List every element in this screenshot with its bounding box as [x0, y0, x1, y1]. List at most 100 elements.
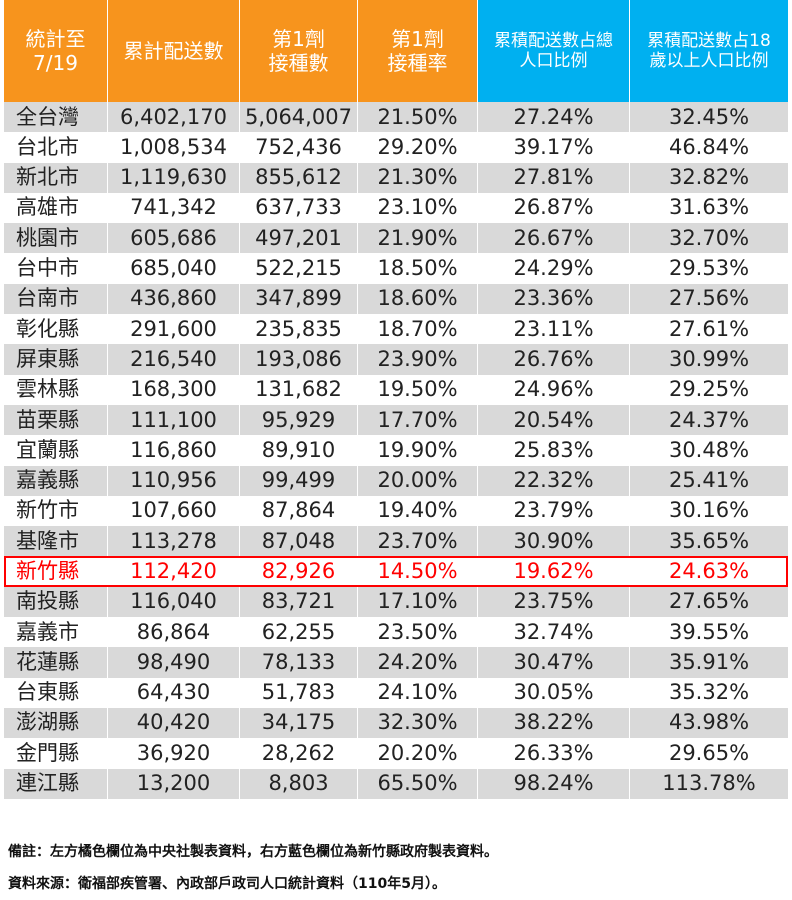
table-cell: 28,262	[240, 738, 358, 769]
table-cell: 桃園市	[4, 223, 108, 254]
table-cell: 23.36%	[478, 283, 630, 315]
table-cell: 14.50%	[358, 556, 478, 587]
table-cell: 26.33%	[478, 738, 630, 769]
table-cell: 全台灣	[4, 102, 108, 133]
table-cell: 30.47%	[478, 647, 630, 678]
table-row: 基隆市 113,278 87,048 23.70% 30.90% 35.65%	[4, 526, 788, 557]
note: 資料來源：衛福部疾管署、內政部戶政司人口統計資料（110年5月）。	[8, 876, 446, 892]
header-cell: 累積配送數占18 歲以上人口比例	[630, 0, 788, 102]
table-cell: 65.50%	[358, 768, 478, 799]
table-cell: 24.20%	[358, 647, 478, 678]
table-cell: 113.78%	[662, 771, 756, 796]
table-cell: 27.81%	[478, 162, 630, 193]
table-cell: 39.17%	[478, 132, 630, 163]
header-cell: 第1劑 接種數	[240, 0, 358, 102]
table-cell: 34,175	[240, 707, 358, 739]
table-cell: 20.00%	[358, 465, 478, 496]
table-cell: 23.50%	[358, 617, 478, 648]
table-cell: 5,064,007	[240, 102, 358, 133]
header-cell: 第1劑 接種率	[358, 0, 478, 102]
table-cell: 26.67%	[478, 223, 630, 254]
table-cell: 112,420	[108, 556, 240, 587]
table-cell: 1,008,534	[108, 132, 240, 163]
table-cell: 29.20%	[358, 132, 478, 163]
table-row: 嘉義縣 110,956 99,499 20.00% 22.32% 25.41%	[4, 465, 788, 496]
table-cell: 金門縣	[4, 738, 108, 769]
table-cell: 26.76%	[478, 344, 630, 375]
table-row: 台南市 436,860 347,899 18.60% 23.36% 27.56%	[4, 283, 788, 315]
table-cell: 24.37%	[668, 407, 750, 432]
table-cell: 30.90%	[478, 526, 630, 557]
table-cell: 116,040	[108, 586, 240, 618]
table-cell: 131,682	[240, 374, 358, 405]
table-cell: 216,540	[108, 344, 240, 375]
table-cell: 17.10%	[358, 586, 478, 618]
table-cell: 111,100	[108, 404, 240, 436]
table-cell: 24.10%	[358, 677, 478, 708]
table-cell: 32.74%	[478, 617, 630, 648]
table: 統計至 7/19 累計配送數 第1劑 接種數 第1劑 接種率 累積配送數占總 人口比例累…	[4, 0, 788, 799]
table-cell: 32.82%	[668, 165, 750, 190]
table-cell: 64,430	[108, 677, 240, 708]
table-cell: 18.70%	[358, 314, 478, 345]
note: 備註：左方橘色欄位為中央社製表資料，右方藍色欄位為新竹縣政府製表資料。	[8, 844, 498, 860]
table-row: 苗栗縣 111,100 95,929 17.70% 20.54% 24.37%	[4, 404, 788, 436]
table-row: 台東縣 64,430 51,783 24.10% 30.05% 35.32%	[4, 677, 788, 708]
table-cell: 花蓮縣	[4, 647, 108, 678]
table-row: 屏東縣 216,540 193,086 23.90% 26.76% 30.99%	[4, 344, 788, 375]
table-cell: 62,255	[240, 617, 358, 648]
table-cell: 22.32%	[478, 465, 630, 496]
table-cell: 24.96%	[478, 374, 630, 405]
table-cell: 高雄市	[4, 192, 108, 224]
table-cell: 19.90%	[358, 435, 478, 466]
table-row: 彰化縣 291,600 235,835 18.70% 23.11% 27.61%	[4, 314, 788, 345]
table-cell: 39.55%	[668, 619, 750, 644]
table-cell: 87,048	[240, 526, 358, 557]
table-cell: 27.56%	[668, 286, 750, 311]
table-row: 澎湖縣 40,420 34,175 32.30% 38.22% 43.98%	[4, 707, 788, 739]
table-cell: 637,733	[240, 192, 358, 224]
table-cell: 78,133	[240, 647, 358, 678]
table-cell: 宜蘭縣	[4, 435, 108, 466]
table-cell: 685,040	[108, 253, 240, 284]
table-cell: 36,920	[108, 738, 240, 769]
table-cell: 8,803	[240, 768, 358, 799]
table-cell: 20.54%	[478, 404, 630, 436]
table-row: 台中市 685,040 522,215 18.50% 24.29% 29.53%	[4, 253, 788, 284]
table-row: 高雄市 741,342 637,733 23.10% 26.87% 31.63%	[4, 192, 788, 224]
table-row: 台北市 1,008,534 752,436 29.20% 39.17% 46.84%	[4, 132, 788, 163]
header-cell: 累積配送數占總 人口比例	[478, 0, 630, 102]
table-cell: 27.24%	[478, 102, 630, 133]
table-cell: 113,278	[108, 526, 240, 557]
table-cell: 605,686	[108, 223, 240, 254]
table-cell: 87,864	[240, 495, 358, 527]
table-cell: 116,860	[108, 435, 240, 466]
table-cell: 86,864	[108, 617, 240, 648]
table-cell: 19.62%	[478, 556, 630, 587]
table-row: 南投縣 116,040 83,721 17.10% 23.75% 27.65%	[4, 586, 788, 618]
table-cell: 台南市	[4, 283, 108, 315]
table-cell: 347,899	[240, 283, 358, 315]
table-cell: 436,860	[108, 283, 240, 315]
table-cell: 25.41%	[668, 468, 750, 493]
table-row: 新北市 1,119,630 855,612 21.30% 27.81% 32.82%	[4, 162, 788, 193]
table-cell: 32.30%	[358, 707, 478, 739]
table-row: 連江縣 13,200 8,803 65.50% 98.24% 113.78%	[4, 768, 788, 799]
table-row: 花蓮縣 98,490 78,133 24.20% 30.47% 35.91%	[4, 647, 788, 678]
table-cell: 19.40%	[358, 495, 478, 527]
table-cell: 168,300	[108, 374, 240, 405]
header-row: 統計至 7/19 累計配送數 第1劑 接種數 第1劑 接種率 累積配送數占總 人口比例累…	[4, 0, 788, 102]
table-cell: 522,215	[240, 253, 358, 284]
table-cell: 23.79%	[478, 495, 630, 527]
table-cell: 彰化縣	[4, 314, 108, 345]
table-cell: 30.99%	[668, 346, 750, 371]
table-row: 嘉義市 86,864 62,255 23.50% 32.74% 39.55%	[4, 617, 788, 648]
table-cell: 27.65%	[668, 589, 750, 614]
table-cell: 95,929	[240, 404, 358, 436]
table-cell: 193,086	[240, 344, 358, 375]
table-cell: 屏東縣	[4, 344, 108, 375]
table-cell: 99,499	[240, 465, 358, 496]
table-cell: 台北市	[4, 132, 108, 163]
table-cell: 19.50%	[358, 374, 478, 405]
